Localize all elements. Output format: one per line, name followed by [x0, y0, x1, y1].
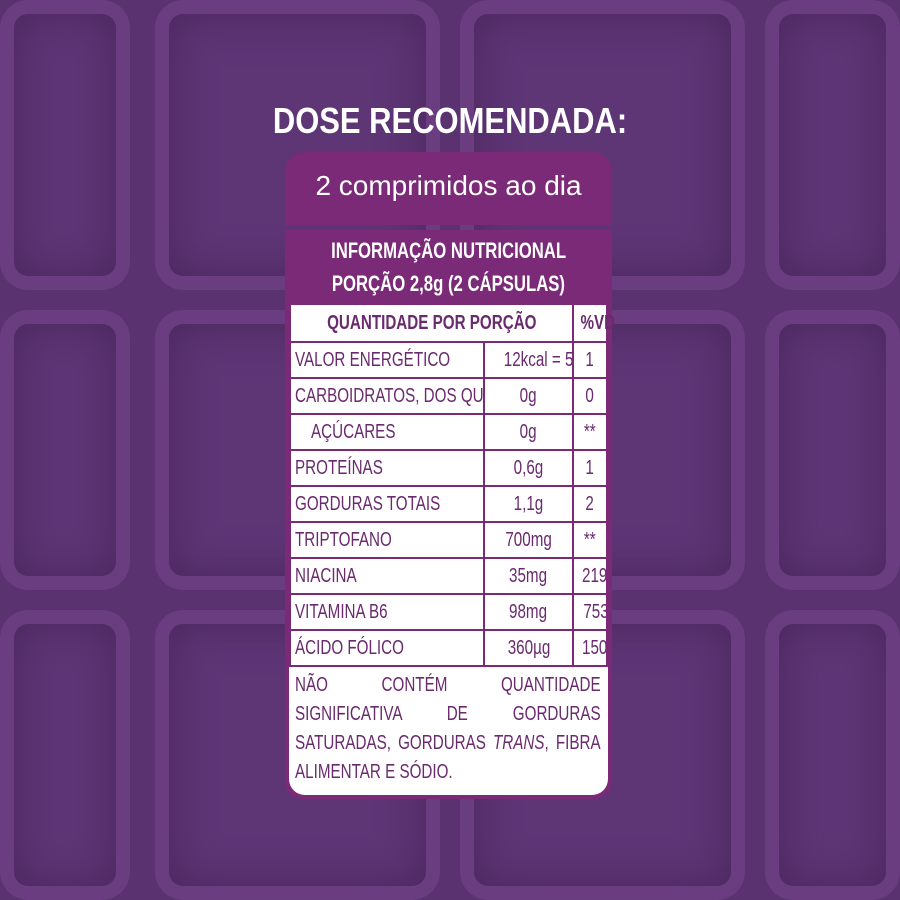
- nutrient-vd: 0: [572, 377, 608, 415]
- dose-banner: 2 comprimidos ao dia: [285, 152, 612, 225]
- nutrient-name: TRIPTOFANO: [289, 521, 485, 559]
- table-row: NIACINA 35mg 219: [289, 557, 608, 595]
- nutrient-vd: 219: [572, 557, 608, 595]
- nutrient-vd: 2: [572, 485, 608, 523]
- nutrient-amount: 0g: [482, 377, 575, 415]
- nutrition-table-wrapper: QUANTIDADE POR PORÇÃO %VD VALOR ENERGÉTI…: [285, 303, 615, 799]
- table-row: VITAMINA B6 98mg 7538: [289, 593, 608, 631]
- nutrient-vd: 1: [572, 449, 608, 487]
- nutrient-amount: 0g: [482, 413, 575, 451]
- nutrient-name: NIACINA: [289, 557, 485, 595]
- nutrition-table: QUANTIDADE POR PORÇÃO %VD VALOR ENERGÉTI…: [288, 303, 615, 667]
- title-text: DOSE RECOMENDADA:: [272, 100, 628, 141]
- table-row: VALOR ENERGÉTICO 12kcal = 50kJ 1: [289, 341, 608, 379]
- nutrient-vd: 150: [572, 629, 608, 667]
- nutrient-name: AÇÚCARES: [289, 413, 485, 451]
- column-header-vd: %VD: [572, 303, 615, 343]
- table-row: TRIPTOFANO 700mg **: [289, 521, 608, 559]
- nutrient-name: VALOR ENERGÉTICO: [289, 341, 485, 379]
- tile: [0, 0, 130, 290]
- nutrient-amount: 35mg: [482, 557, 575, 595]
- nutrient-vd: **: [572, 413, 608, 451]
- nutrient-amount: 360µg: [482, 629, 575, 667]
- nutrient-amount: 98mg: [482, 593, 575, 631]
- nutrient-vd: 7538: [572, 593, 608, 631]
- tile: [765, 610, 900, 900]
- tile: [765, 310, 900, 590]
- table-row: AÇÚCARES 0g **: [289, 413, 608, 451]
- table-row: ÁCIDO FÓLICO 360µg 150: [289, 629, 608, 667]
- page-title: DOSE RECOMENDADA:: [0, 100, 900, 142]
- tile: [0, 310, 130, 590]
- nutrient-name: PROTEÍNAS: [289, 449, 485, 487]
- footnote: NÃO CONTÉM QUANTIDADE SIGNIFICATIVA DE G…: [289, 667, 608, 795]
- table-row: CARBOIDRATOS, DOS QUAIS: 0g 0: [289, 377, 608, 415]
- nutrient-name: ÁCIDO FÓLICO: [289, 629, 485, 667]
- nutrient-name: VITAMINA B6: [289, 593, 485, 631]
- tile: [0, 610, 130, 900]
- header-line2: PORÇÃO 2,8g (2 CÁPSULAS): [331, 271, 566, 296]
- header-line1: INFORMAÇÃO NUTRICIONAL: [330, 238, 566, 263]
- nutrient-vd: 1: [572, 341, 608, 379]
- nutrient-amount: 700mg: [482, 521, 575, 559]
- nutrient-name: GORDURAS TOTAIS: [289, 485, 485, 523]
- table-row: GORDURAS TOTAIS 1,1g 2: [289, 485, 608, 523]
- nutrient-vd: **: [572, 521, 608, 559]
- table-row: PROTEÍNAS 0,6g 1: [289, 449, 608, 487]
- table-header-row: QUANTIDADE POR PORÇÃO %VD: [288, 303, 615, 343]
- nutrient-amount: 12kcal = 50kJ: [482, 341, 575, 379]
- nutrition-header: INFORMAÇÃO NUTRICIONAL PORÇÃO 2,8g (2 CÁ…: [285, 230, 612, 303]
- column-header-quantity: QUANTIDADE POR PORÇÃO: [288, 303, 575, 343]
- nutrient-amount: 1,1g: [482, 485, 575, 523]
- nutrition-card: 2 comprimidos ao dia INFORMAÇÃO NUTRICIO…: [285, 152, 615, 799]
- nutrient-amount: 0,6g: [482, 449, 575, 487]
- tile: [765, 0, 900, 290]
- nutrient-name: CARBOIDRATOS, DOS QUAIS:: [289, 377, 485, 415]
